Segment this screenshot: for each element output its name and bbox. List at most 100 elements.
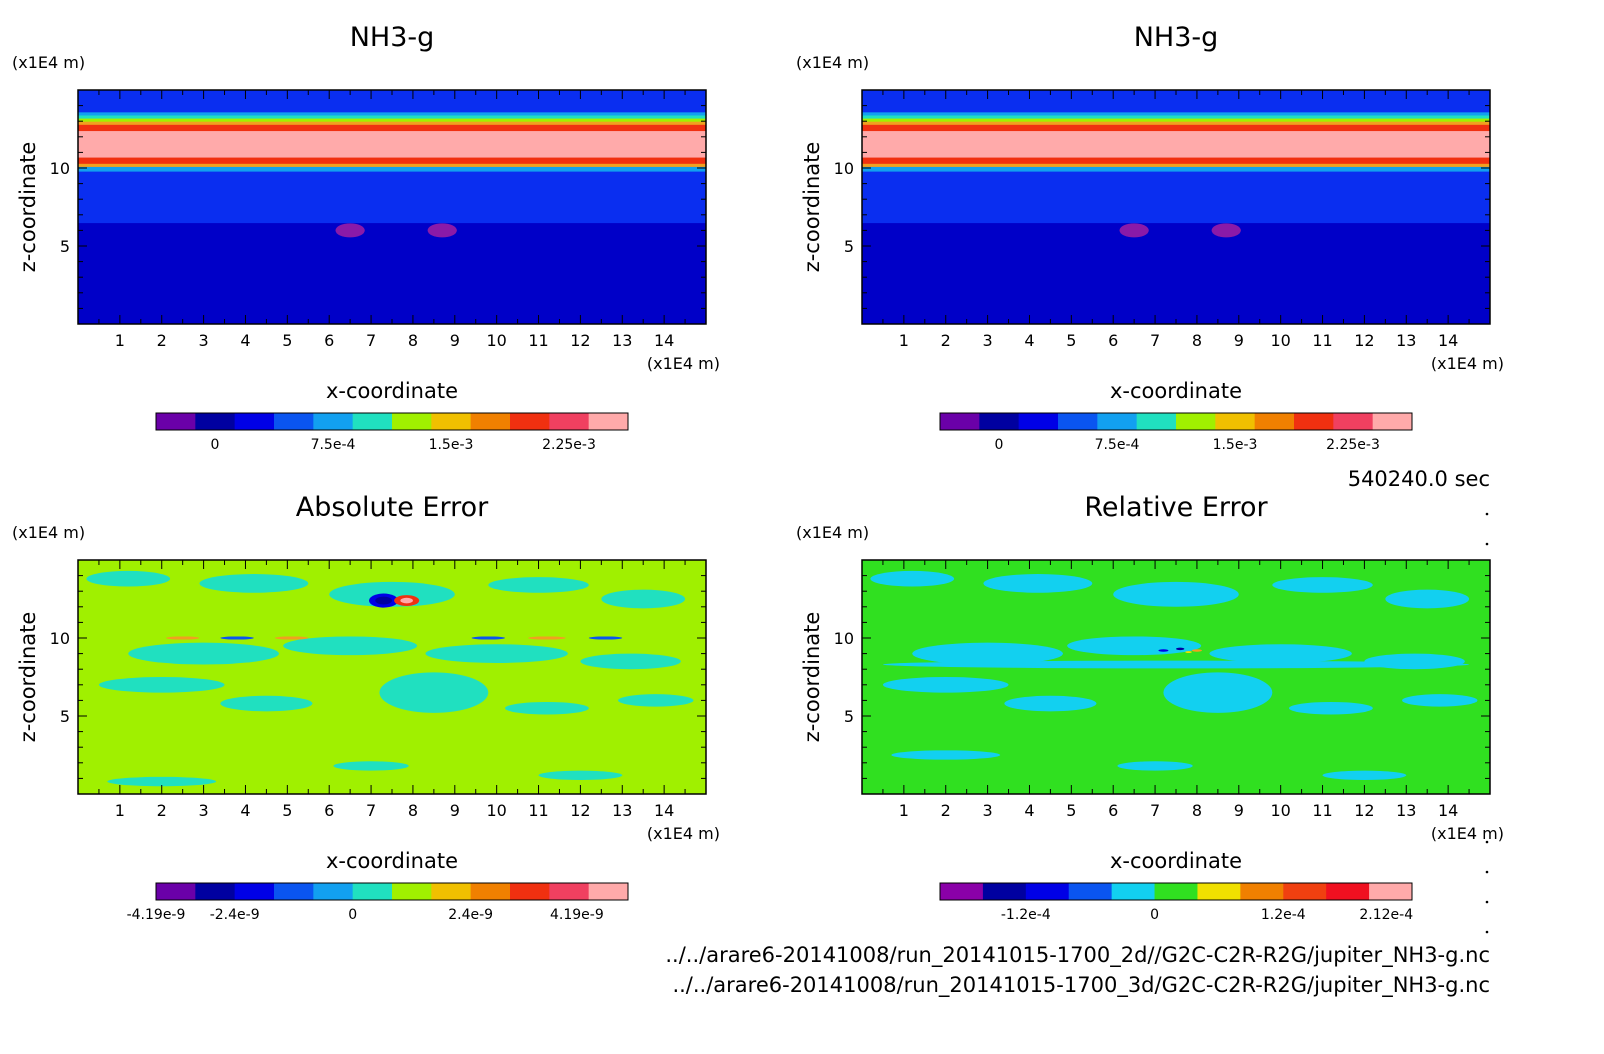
colorbar-segment — [588, 413, 629, 430]
field-blob — [329, 581, 455, 607]
colorbar-segment — [313, 413, 354, 430]
x-tick-label: 14 — [654, 801, 674, 820]
x-tick-label: 1 — [115, 801, 125, 820]
field-blob — [379, 672, 489, 713]
field-blob — [891, 750, 1001, 760]
field-blob — [199, 574, 309, 593]
field-band — [78, 166, 706, 172]
x-tick-label: 8 — [1192, 801, 1202, 820]
field-blob — [1211, 223, 1241, 238]
x-tick-label: 7 — [1150, 331, 1160, 350]
z-tick-label: 5 — [60, 237, 70, 256]
colorbar-tick-label: 0 — [211, 437, 220, 453]
field-blob — [107, 776, 217, 787]
colorbar-segment — [1176, 413, 1216, 430]
field-blob — [1185, 651, 1192, 653]
x-tick-label: 8 — [1192, 331, 1202, 350]
colorbar-segment — [470, 883, 511, 900]
x-tick-label: 2 — [157, 331, 167, 350]
colorbar-tick-label: 0 — [1150, 907, 1159, 923]
field-blob — [1113, 581, 1239, 607]
field-blob — [165, 636, 200, 640]
x-tick-label: 12 — [570, 331, 590, 350]
field-band — [862, 114, 1490, 119]
colorbar-segment — [588, 883, 629, 900]
field-band — [78, 121, 706, 125]
colorbar-tick-label: -2.4e-9 — [210, 907, 260, 923]
panel-2-field — [862, 90, 1490, 324]
x-tick-label: 3 — [199, 801, 209, 820]
x-tick-label: 10 — [486, 801, 506, 820]
colorbar-tick-label: 2.25e-3 — [1326, 437, 1380, 453]
colorbar-segment — [979, 413, 1020, 430]
colorbar-segment — [470, 413, 511, 430]
field-blob — [1191, 649, 1202, 652]
field-blob — [882, 660, 1470, 669]
field-band — [78, 90, 706, 113]
colorbar-tick-label: 2.4e-9 — [448, 907, 493, 923]
field-blob — [427, 223, 457, 238]
colorbar-segment — [510, 883, 550, 900]
field-blob — [1163, 672, 1273, 713]
field-band — [862, 111, 1490, 116]
z-tick-label: 10 — [50, 159, 70, 178]
x-tick-label: 11 — [1312, 331, 1332, 350]
colorbar-segment — [274, 413, 314, 430]
colorbar-segment — [313, 883, 354, 900]
x-tick-label: 5 — [282, 331, 292, 350]
colorbar-tick-label: -1.2e-4 — [1001, 907, 1051, 923]
field-band — [862, 124, 1490, 132]
colorbar-segment — [1068, 883, 1113, 900]
x-tick-label: 1 — [115, 331, 125, 350]
colorbar-segment — [1111, 883, 1156, 900]
colorbar-segment — [392, 413, 432, 430]
colorbar-segment — [352, 413, 393, 430]
colorbar-segment — [1369, 883, 1413, 900]
colorbar-segment — [1025, 883, 1070, 900]
edge-dot — [1485, 930, 1489, 934]
z-tick-label: 5 — [60, 707, 70, 726]
colorbar-tick-label: 0 — [995, 437, 1004, 453]
colorbar-segment — [352, 883, 393, 900]
field-blob — [983, 574, 1093, 593]
field-blob — [86, 570, 171, 587]
x-tick-label: 3 — [199, 331, 209, 350]
x-tick-label: 7 — [1150, 801, 1160, 820]
x-tick-label: 4 — [240, 331, 250, 350]
colorbar-tick-label: 1.5e-3 — [429, 437, 474, 453]
colorbar-tick-label: 1.5e-3 — [1213, 437, 1258, 453]
field-band — [862, 90, 1490, 113]
colorbar-tick-label: 2.25e-3 — [542, 437, 596, 453]
field-band — [78, 171, 706, 224]
field-blob — [618, 694, 694, 707]
colorbar-segment — [195, 883, 236, 900]
x-tick-label: 4 — [240, 801, 250, 820]
colorbar-tick-label: -4.19e-9 — [127, 907, 186, 923]
colorbar-segment — [549, 413, 590, 430]
edge-dots — [1485, 512, 1489, 934]
colorbar-tick-label: 0 — [348, 907, 357, 923]
field-band — [78, 222, 706, 324]
colorbar-tick-label: 7.5e-4 — [311, 437, 356, 453]
field-blob — [528, 636, 566, 640]
field-blob — [1402, 694, 1478, 707]
field-band — [862, 222, 1490, 324]
x-tick-label: 14 — [1438, 331, 1458, 350]
colorbar-segment — [1215, 413, 1256, 430]
x-tick-label: 14 — [1438, 801, 1458, 820]
colorbar-segment — [195, 413, 236, 430]
x-tick-label: 9 — [1234, 331, 1244, 350]
field-band — [78, 130, 706, 158]
x-tick-label: 2 — [941, 801, 951, 820]
colorbar-tick-label: 1.2e-4 — [1261, 907, 1306, 923]
z-tick-label: 5 — [844, 237, 854, 256]
field-blob — [220, 636, 254, 640]
colorbar-segment — [549, 883, 590, 900]
colorbar-frame — [155, 882, 629, 901]
field-band — [78, 118, 706, 122]
